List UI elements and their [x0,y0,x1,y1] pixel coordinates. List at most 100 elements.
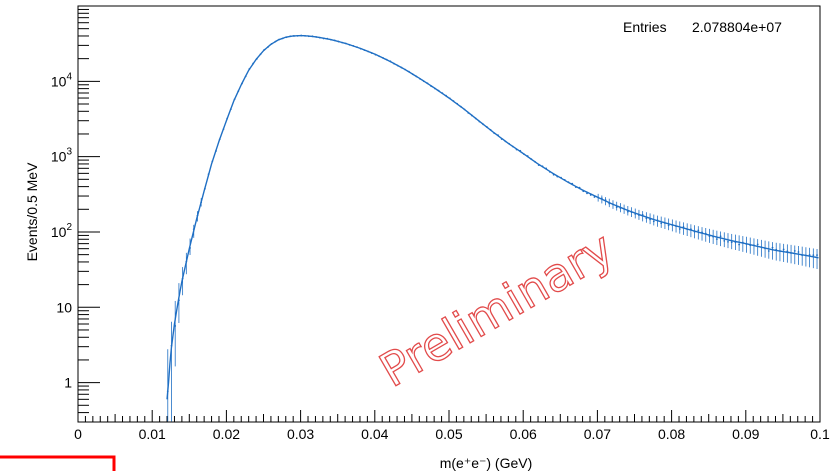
data-point [352,44,355,47]
data-point [374,53,377,56]
x-tick-label: 0.1 [810,426,830,442]
data-point [530,158,533,161]
y-tick-label: 102 [51,222,73,240]
data-point [526,155,529,157]
data-point [434,87,436,90]
data-point [504,140,507,143]
data-point [456,102,459,105]
data-point [578,186,581,189]
x-tick-label: 0.06 [510,426,537,442]
data-point [563,179,566,181]
data-point [467,112,470,114]
data-point [344,42,347,45]
data-point [537,164,540,166]
data-point [437,89,440,92]
annotation-box [0,455,116,471]
data-point [471,114,473,117]
data-point [337,40,340,43]
data-point [289,35,292,38]
data-point [567,181,570,184]
data-point [367,50,370,53]
data-point [582,190,585,193]
data-point [270,43,273,45]
y-tick-label: 1 [64,375,72,391]
x-tick-label: 0.04 [361,426,388,442]
data-point [396,64,399,67]
data-point [356,46,358,49]
data-point [211,160,214,163]
data-point [385,58,388,61]
data-point [482,123,485,126]
data-point [255,57,258,60]
data-point [326,37,329,40]
x-tick-label: 0.08 [658,426,685,442]
data-point [348,43,351,46]
data-point [426,82,429,85]
data-point [411,73,414,76]
data-point [382,56,384,59]
data-point [415,75,418,78]
data-point [448,97,451,100]
data-point [229,108,232,111]
data-point [593,196,596,198]
data-point [226,117,229,120]
data-point [259,53,262,56]
x-tick-label: 0.02 [213,426,240,442]
x-tick-label: 0.03 [287,426,314,442]
data-point [497,134,499,137]
data-point [474,117,477,120]
data-point [233,98,236,101]
y-axis-title: Events/0.5 MeV [24,162,40,261]
data-point [370,52,373,55]
data-point [393,62,395,65]
data-point [207,173,210,176]
data-point [419,77,421,80]
data-point [519,149,522,152]
data-point [244,75,247,78]
data-point [341,41,344,44]
x-tick-label: 0 [74,426,82,442]
data-point [463,108,466,111]
y-tick-label: 103 [51,147,73,165]
preliminary-watermark: Preliminary [371,221,623,398]
data-point [222,128,225,131]
data-point [215,150,217,152]
data-point [445,94,447,97]
data-point [508,142,510,145]
x-tick-label: 0.07 [584,426,611,442]
data-point [248,68,251,70]
stats-box: Entries 2.078804e+07 [623,19,782,35]
data-point [281,37,284,40]
x-tick-label: 0.05 [435,426,462,442]
data-point [534,161,536,163]
data-point [500,138,503,140]
data-point [404,68,407,71]
data-point [430,85,433,88]
data-point [203,187,206,190]
data-point [241,82,243,85]
data-point [293,35,295,37]
data-point [304,35,306,37]
data-point [560,176,562,179]
data-point [523,153,525,156]
data-point [285,36,288,39]
stats-entries-label: Entries [623,19,667,35]
data-point [586,192,588,195]
data-point [296,34,299,37]
stats-entries-value: 2.078804e+07 [692,19,782,35]
data-point [274,40,277,43]
data-point [267,46,269,48]
data-point [278,38,280,41]
data-point [556,175,559,178]
data-point [422,80,425,83]
data-point [571,182,574,185]
y-tick-label: 10 [56,299,72,315]
data-point [307,35,310,38]
x-axis-title: m(e⁺e⁻) (GeV) [440,455,533,471]
data-series [166,34,819,422]
data-point [574,186,577,188]
data-curve [166,34,819,400]
data-point [541,165,544,168]
data-point [359,47,362,50]
